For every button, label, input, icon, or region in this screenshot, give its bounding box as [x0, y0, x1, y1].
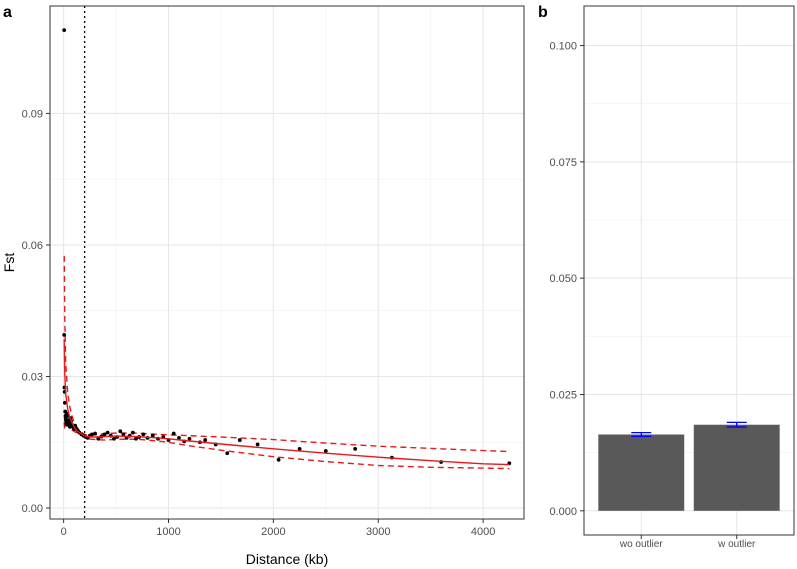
data-point — [171, 431, 176, 436]
data-point — [187, 436, 192, 441]
y-tick-label: 0.06 — [22, 240, 43, 252]
panel-a-background — [50, 6, 524, 519]
panel-a-x-axis-title: Distance (kb) — [246, 551, 328, 567]
data-point — [203, 438, 208, 442]
data-point — [90, 432, 94, 437]
panel-b-label: b — [538, 4, 548, 21]
y-tick-label: 0.075 — [549, 157, 577, 169]
y-tick-label: 0.100 — [549, 41, 577, 53]
data-point — [118, 429, 123, 434]
data-point — [323, 449, 328, 453]
data-point — [225, 451, 230, 456]
confidence-lower-line — [63, 422, 510, 470]
data-point — [65, 414, 70, 418]
data-point — [134, 436, 138, 441]
fit-line — [63, 339, 510, 466]
panel-a: 0 1000 2000 3000 4000 0.00 0.03 0.06 0.09 Dista… — [1, 4, 525, 567]
error-bar — [726, 421, 747, 428]
x-tick-label: 0 — [61, 526, 67, 538]
y-tick-label: 0.025 — [549, 389, 577, 401]
x-tick-label: 1000 — [156, 526, 180, 538]
x-tick-label: 3000 — [366, 526, 390, 538]
error-bar — [631, 431, 652, 438]
y-tick-label: 0.00 — [22, 503, 43, 515]
data-point — [112, 436, 116, 441]
data-point — [62, 332, 67, 337]
data-point — [237, 438, 242, 442]
panel-a-grid — [50, 6, 524, 519]
panel-b: wo outlier w outlier 0.000 0.025 0.050 0.075… — [538, 4, 795, 550]
panel-b-y-ticks: 0.000 0.025 0.050 0.075 0.100 — [549, 41, 584, 518]
data-point — [141, 432, 146, 437]
y-tick-label: 0.000 — [549, 506, 577, 518]
panel-a-y-ticks: 0.00 0.03 0.06 0.09 — [22, 108, 50, 515]
data-point — [93, 431, 97, 436]
y-tick-label: 0.03 — [22, 372, 43, 384]
bar — [598, 434, 685, 511]
data-point — [102, 432, 107, 437]
x-tick-label: 2000 — [261, 526, 285, 538]
data-point — [62, 28, 67, 33]
data-point — [105, 430, 110, 435]
x-tick-label: 4000 — [471, 526, 495, 538]
data-point — [62, 400, 67, 405]
panel-b-x-ticks: wo outlier w outlier — [619, 535, 756, 550]
bar — [693, 424, 780, 511]
data-point — [121, 432, 126, 437]
panel-b-border — [583, 5, 795, 536]
y-tick-label: 0.050 — [549, 273, 577, 285]
panel-a-border — [49, 5, 525, 520]
panel-a-y-axis-title: Fst — [1, 253, 17, 273]
data-point — [130, 430, 135, 435]
data-point — [96, 436, 101, 441]
panel-a-x-ticks: 0 1000 2000 3000 4000 — [61, 519, 495, 538]
data-point — [353, 446, 358, 451]
panel-a-label: a — [3, 4, 12, 21]
y-tick-label: 0.09 — [22, 108, 43, 120]
data-point — [255, 442, 260, 447]
data-point — [276, 457, 281, 462]
category-label: wo outlier — [619, 539, 663, 550]
category-label: w outlier — [717, 539, 756, 550]
data-point — [177, 435, 181, 440]
data-point — [297, 446, 302, 451]
panel-b-error-bars — [631, 421, 747, 438]
panel-b-bars — [598, 424, 780, 511]
data-point — [150, 433, 155, 438]
